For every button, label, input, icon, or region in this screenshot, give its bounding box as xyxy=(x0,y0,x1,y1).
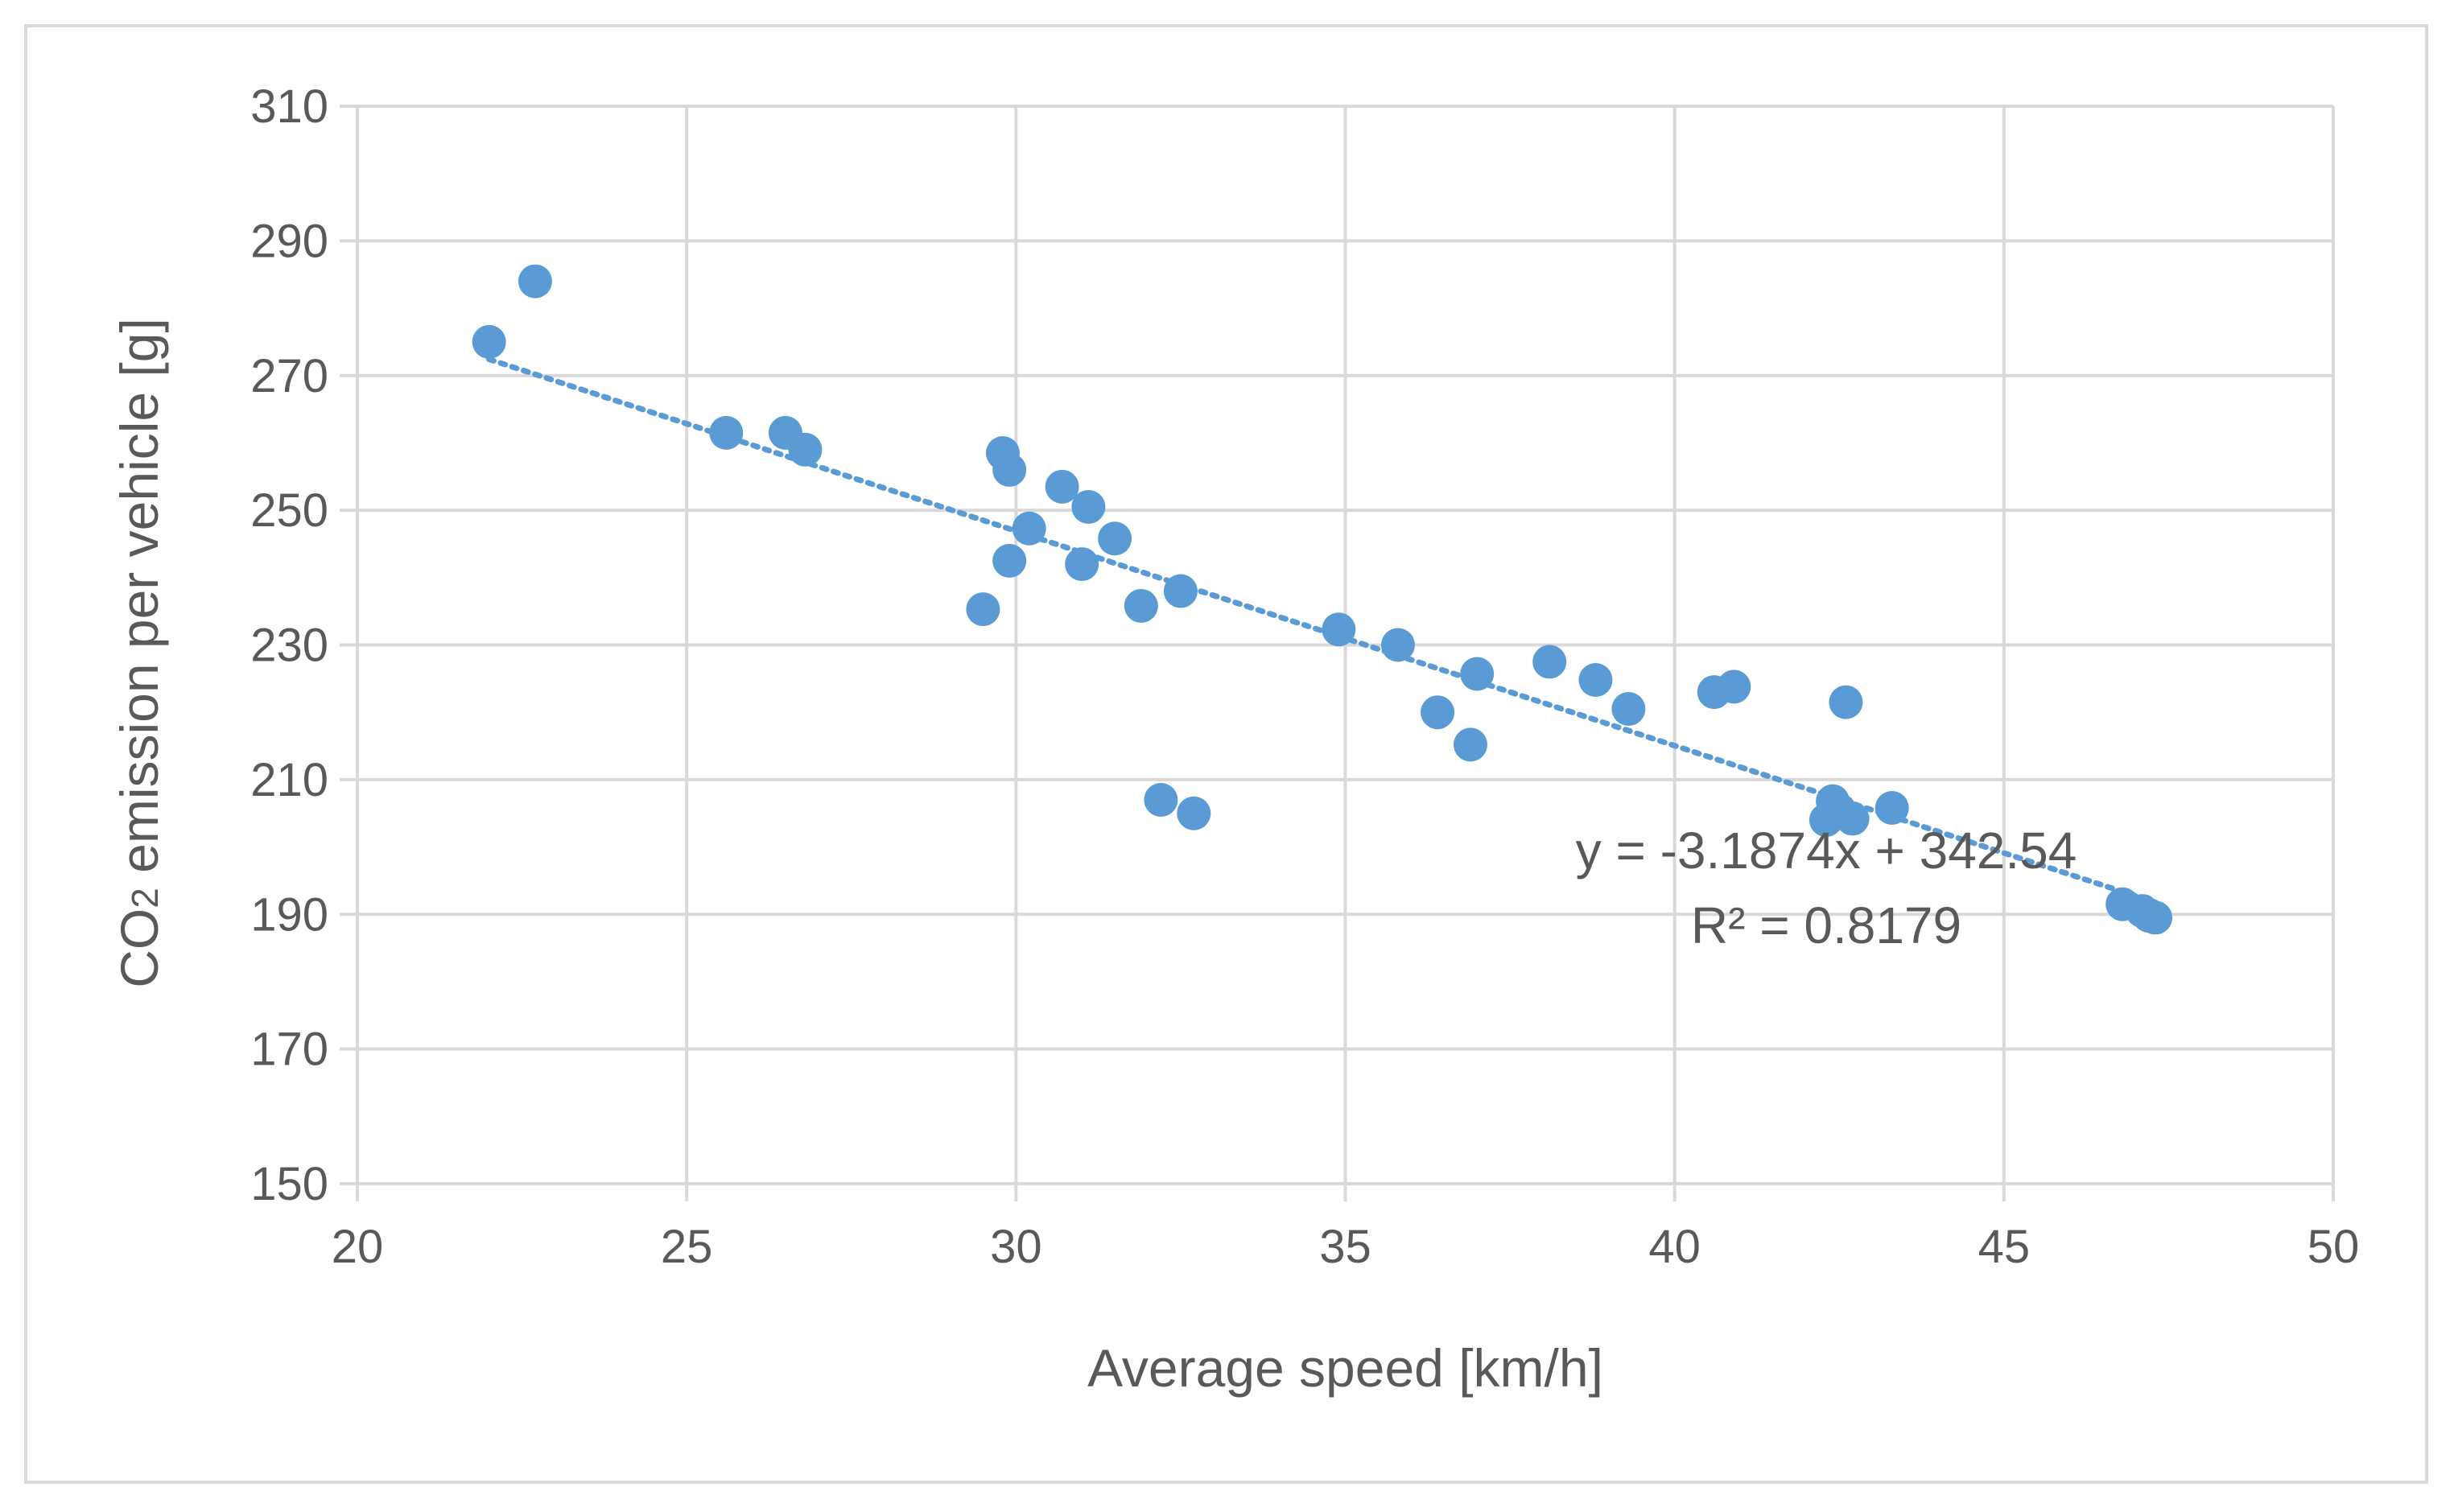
data-point xyxy=(966,592,1000,627)
y-axis-title-suffix: emission per vehicle [g] xyxy=(109,318,169,888)
y-tick-label: 270 xyxy=(250,350,328,402)
data-point xyxy=(1532,645,1567,679)
data-points xyxy=(472,264,2173,935)
x-tick-label: 25 xyxy=(661,1221,713,1273)
data-point xyxy=(518,264,552,299)
x-tick-label: 35 xyxy=(1319,1221,1371,1273)
data-point xyxy=(1177,796,1211,830)
data-point xyxy=(1717,669,1751,704)
y-tick-label: 170 xyxy=(250,1024,328,1076)
chart-frame: 150 170 190 210 230 250 270 290 310 20 25 30 35 40 45 5… xyxy=(24,24,2428,1484)
x-tick-label: 40 xyxy=(1648,1221,1701,1273)
trendline-equation: y = -3.1874x + 342.54 xyxy=(1576,822,2077,880)
y-tick-label: 210 xyxy=(250,754,328,806)
data-point xyxy=(1380,628,1415,662)
y-tick-label: 230 xyxy=(250,620,328,672)
x-tick-label: 30 xyxy=(990,1221,1042,1273)
x-tick-label: 50 xyxy=(2308,1221,2360,1273)
data-point xyxy=(1144,782,1178,817)
data-point xyxy=(1611,692,1646,727)
data-point xyxy=(1835,801,1870,836)
data-point xyxy=(1460,657,1495,691)
y-axis-title-subscript: 2 xyxy=(124,888,166,908)
data-point xyxy=(992,452,1027,487)
data-point xyxy=(788,432,823,467)
data-point xyxy=(1065,547,1099,582)
y-axis-title: CO2 emission per vehicle [g] xyxy=(109,318,169,988)
x-axis-title: Average speed [km/h] xyxy=(1087,1338,1603,1398)
data-point xyxy=(1453,727,1487,762)
y-tick-label: 150 xyxy=(250,1158,328,1210)
y-tick-label: 250 xyxy=(250,484,328,537)
data-point xyxy=(1829,685,1863,719)
data-point xyxy=(472,324,506,359)
data-point xyxy=(1163,574,1198,608)
y-axis-title-prefix: CO xyxy=(109,908,169,988)
trendline-r-squared: R² = 0.8179 xyxy=(1691,896,1961,954)
data-point xyxy=(1045,469,1079,504)
data-point xyxy=(1012,511,1046,546)
x-tick-label: 45 xyxy=(1978,1221,2031,1273)
data-point xyxy=(1578,663,1613,698)
data-point xyxy=(992,543,1027,578)
data-point xyxy=(1071,489,1106,524)
x-tick-label: 20 xyxy=(332,1221,384,1273)
axes: 150 170 190 210 230 250 270 290 310 20 25 30 35 40 45 5… xyxy=(250,80,2359,1273)
y-tick-label: 310 xyxy=(250,80,328,133)
scatter-chart: 150 170 190 210 230 250 270 290 310 20 25 30 35 40 45 5… xyxy=(109,80,2359,1398)
data-point xyxy=(2138,900,2173,935)
data-point xyxy=(1875,791,1909,826)
data-point xyxy=(1421,695,1455,730)
data-point xyxy=(709,415,744,450)
data-point xyxy=(1124,588,1158,623)
labels: Average speed [km/h] CO2 emission per ve… xyxy=(109,318,2077,1398)
data-point xyxy=(1322,612,1356,647)
y-tick-label: 190 xyxy=(250,888,328,941)
data-point xyxy=(1098,521,1132,556)
y-tick-label: 290 xyxy=(250,215,328,267)
